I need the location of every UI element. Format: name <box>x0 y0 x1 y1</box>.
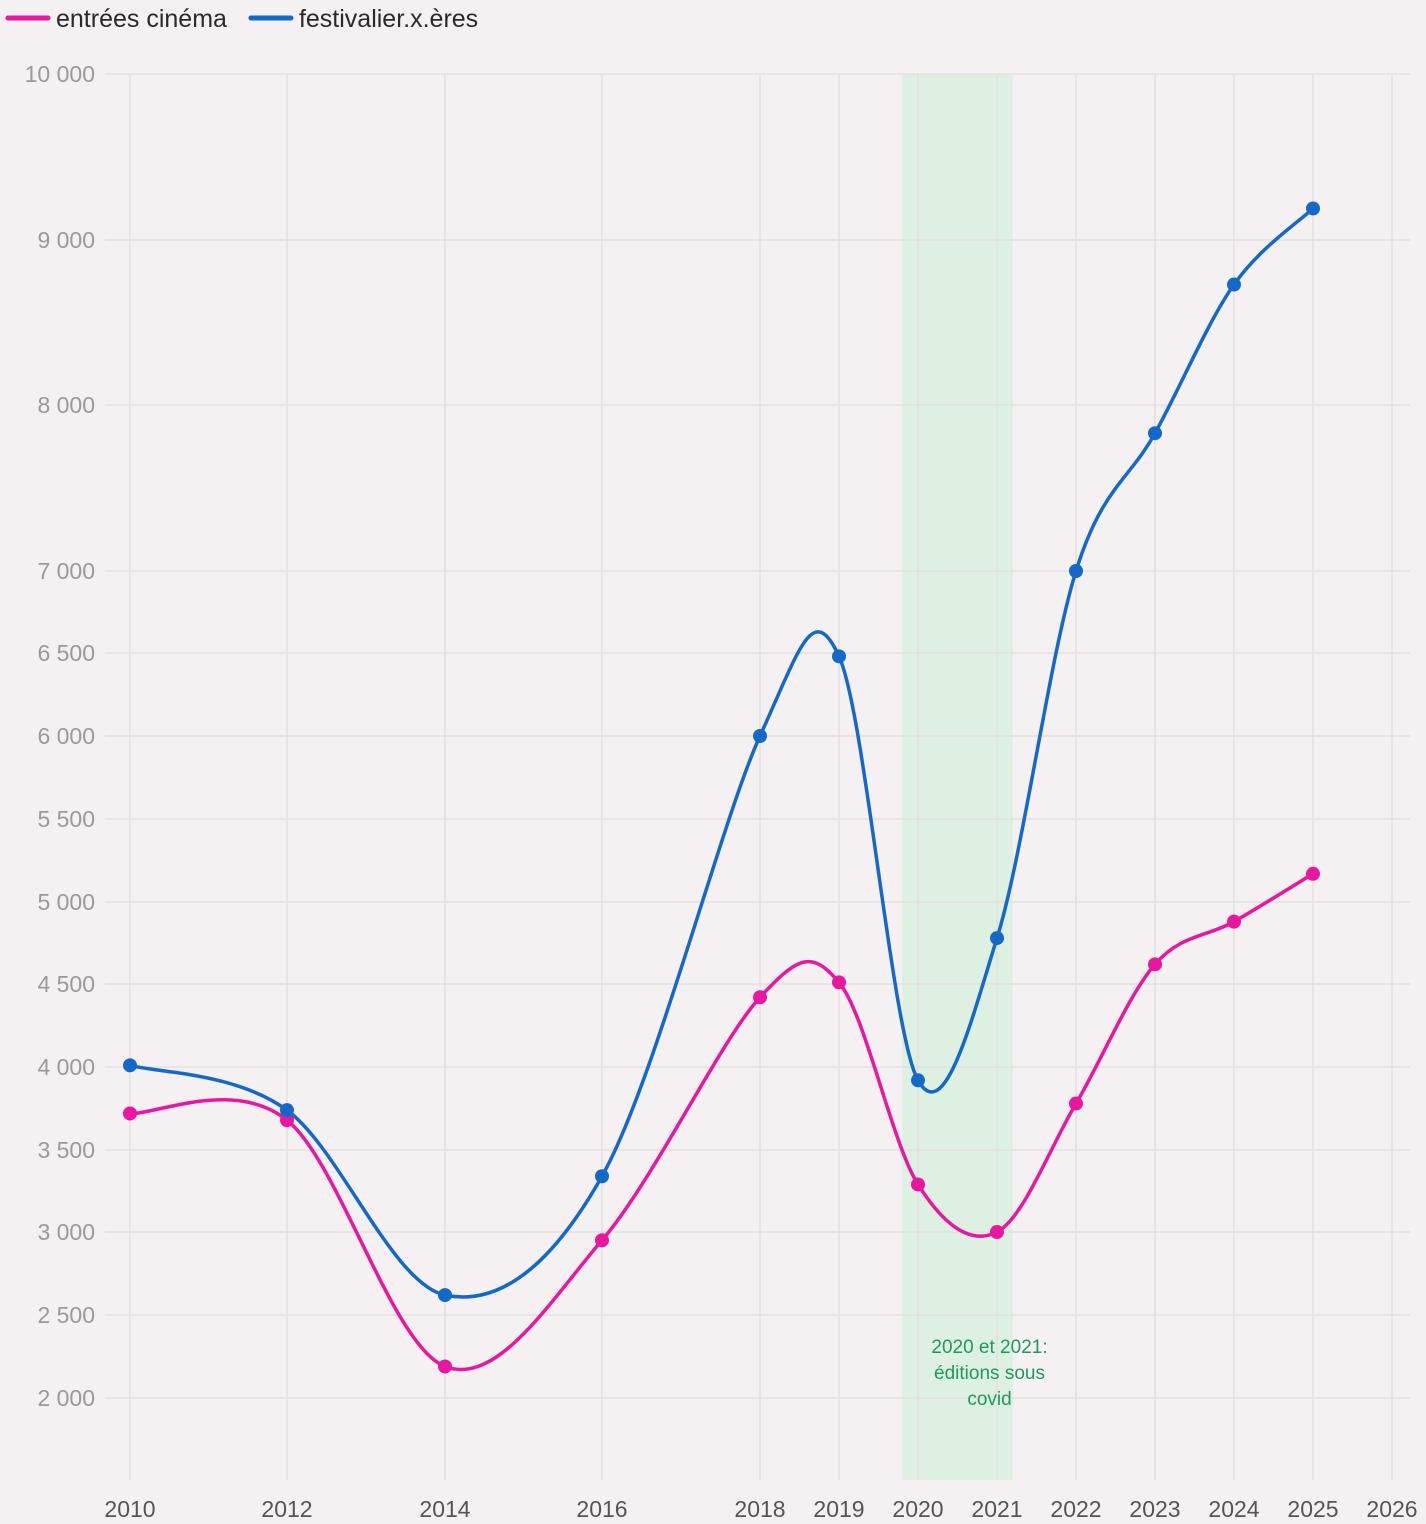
y-tick-label: 5 000 <box>37 889 95 915</box>
data-point <box>911 1073 925 1088</box>
x-tick-label: 2019 <box>813 1496 864 1522</box>
x-tick-label: 2022 <box>1050 1496 1101 1522</box>
data-point <box>123 1058 137 1073</box>
covid-highlight-band <box>902 74 1013 1480</box>
x-tick-label: 2020 <box>892 1496 943 1522</box>
y-tick-label: 2 000 <box>37 1385 95 1411</box>
data-point <box>1227 914 1241 929</box>
x-tick-label: 2012 <box>261 1496 312 1522</box>
x-tick-label: 2018 <box>734 1496 785 1522</box>
data-point <box>753 990 767 1005</box>
annotation-line: éditions sous <box>934 1363 1045 1384</box>
legend: entrées cinéma festivalier.x.ères <box>5 5 478 33</box>
y-axis-tick-labels: 10 000 9 000 8 000 7 000 6 500 6 000 5 500 5 00… <box>25 61 95 1411</box>
data-point <box>1306 866 1320 881</box>
y-tick-label: 2 500 <box>37 1302 95 1328</box>
annotation-line: 2020 et 2021: <box>931 1337 1047 1358</box>
data-point <box>1069 1096 1083 1111</box>
data-point <box>990 1225 1004 1239</box>
gridlines <box>105 73 1410 1480</box>
data-point <box>595 1233 609 1248</box>
x-tick-label: 2010 <box>104 1496 155 1522</box>
y-tick-label: 3 500 <box>37 1137 95 1163</box>
data-point <box>280 1113 294 1128</box>
data-point <box>1148 426 1162 441</box>
y-tick-label: 6 500 <box>37 640 95 666</box>
y-tick-label: 4 500 <box>37 971 95 997</box>
x-tick-label: 2026 <box>1366 1496 1417 1522</box>
data-point <box>280 1103 294 1118</box>
y-tick-label: 7 000 <box>37 558 95 584</box>
data-point <box>438 1288 452 1303</box>
y-tick-label: 10 000 <box>25 61 95 87</box>
x-tick-label: 2021 <box>971 1496 1022 1522</box>
series-points <box>123 201 1320 1374</box>
highlight-band <box>902 74 1013 1480</box>
data-point <box>753 729 767 743</box>
series-lines <box>128 206 1315 1372</box>
legend-label: festivalier.x.ères <box>299 5 478 33</box>
data-point <box>438 1359 452 1374</box>
x-tick-label: 2014 <box>419 1496 470 1522</box>
y-tick-label: 4 000 <box>37 1054 95 1080</box>
data-point <box>1227 277 1241 292</box>
y-tick-label: 8 000 <box>37 392 95 418</box>
data-point <box>123 1106 137 1121</box>
y-tick-label: 6 000 <box>37 723 95 749</box>
data-point <box>1069 564 1083 578</box>
data-point <box>911 1177 925 1192</box>
annotation-line: covid <box>967 1389 1011 1410</box>
series-line-1 <box>128 206 1315 1299</box>
data-point <box>1306 201 1320 216</box>
data-point <box>832 649 846 664</box>
x-tick-label: 2016 <box>576 1496 627 1522</box>
data-point <box>832 975 846 990</box>
x-tick-label: 2025 <box>1287 1496 1338 1522</box>
series-line-0 <box>128 872 1315 1372</box>
y-tick-label: 5 500 <box>37 806 95 832</box>
legend-label: entrées cinéma <box>56 5 227 33</box>
x-tick-label: 2024 <box>1208 1496 1259 1522</box>
covid-annotation: 2020 et 2021: éditions sous covid <box>931 1337 1047 1410</box>
y-tick-label: 9 000 <box>37 227 95 253</box>
data-point <box>595 1169 609 1184</box>
x-axis-tick-labels: 2010 2012 2014 2016 2018 2019 2020 2021 2022 2023… <box>104 1496 1417 1522</box>
data-point <box>1148 957 1162 972</box>
y-tick-label: 3 000 <box>37 1219 95 1245</box>
x-tick-label: 2023 <box>1129 1496 1180 1522</box>
data-point <box>990 931 1004 946</box>
